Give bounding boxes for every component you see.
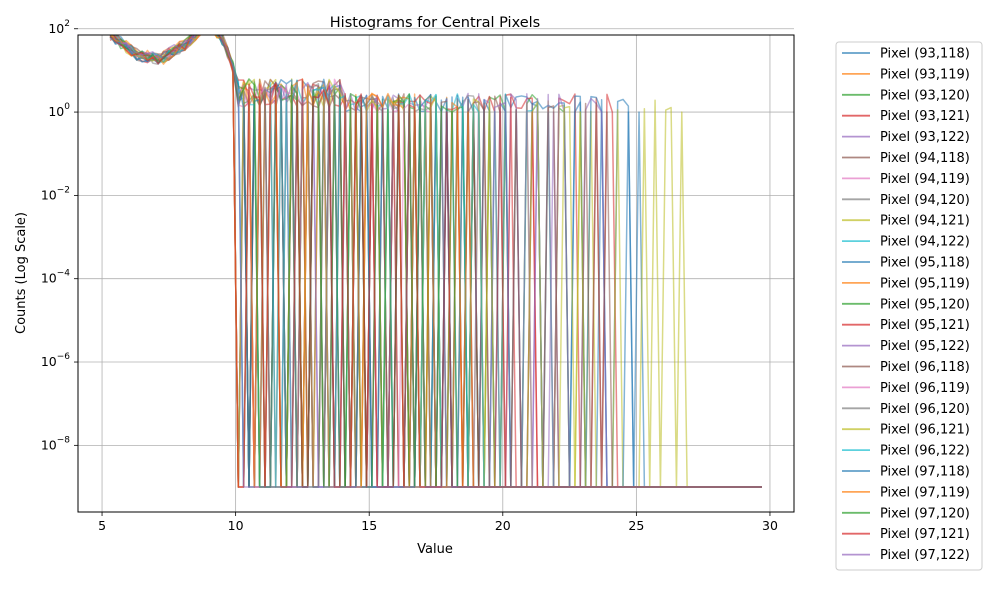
legend-label: Pixel (93,121) — [880, 109, 970, 124]
y-tick-label: 102 — [48, 19, 70, 36]
plot-frame — [77, 34, 795, 513]
legend-label: Pixel (95,118) — [880, 256, 970, 271]
legend-label: Pixel (94,121) — [880, 214, 970, 229]
series-layer — [109, 35, 762, 488]
legend-label: Pixel (96,118) — [880, 360, 970, 375]
legend-label: Pixel (93,122) — [880, 130, 970, 145]
y-tick-label: 10−4 — [41, 269, 70, 286]
y-tick-exponent: 0 — [64, 102, 70, 112]
legend-label: Pixel (95,120) — [880, 297, 970, 312]
legend-label: Pixel (93,118) — [880, 47, 970, 62]
legend-label: Pixel (97,122) — [880, 548, 970, 563]
y-tick-label: 10−2 — [41, 185, 70, 202]
legend-label: Pixel (94,119) — [880, 172, 970, 187]
y-tick-exponent: −8 — [57, 435, 71, 445]
x-tick-label: 5 — [98, 518, 106, 533]
legend-label: Pixel (96,121) — [880, 423, 970, 438]
x-tick-label: 15 — [361, 518, 377, 533]
grid-lines — [78, 28, 794, 512]
legend-label: Pixel (97,121) — [880, 527, 970, 542]
legend-label: Pixel (94,118) — [880, 151, 970, 166]
y-axis: 102 100 10−2 10−4 10−6 10−8 — [41, 19, 78, 452]
x-tick-label: 20 — [495, 518, 511, 533]
y-tick-label: 10−8 — [41, 435, 70, 452]
legend: Pixel (93,118) Pixel (93,119) Pixel (93,12… — [835, 41, 983, 571]
legend-label: Pixel (94,122) — [880, 235, 970, 250]
legend-label: Pixel (97,120) — [880, 506, 970, 521]
legend-label: Pixel (95,121) — [880, 318, 970, 333]
legend-frame — [835, 41, 983, 571]
y-tick-exponent: 2 — [64, 19, 70, 29]
series-line — [115, 35, 762, 488]
x-axis: 5 10 15 20 25 30 — [98, 512, 778, 533]
legend-label: Pixel (95,119) — [880, 276, 970, 291]
y-tick-exponent: −2 — [57, 185, 70, 195]
y-axis-label: Counts (Log Scale) — [14, 212, 29, 334]
x-tick-label: 10 — [228, 518, 244, 533]
y-tick-exponent: −4 — [57, 269, 71, 279]
legend-label: Pixel (97,119) — [880, 485, 970, 500]
legend-label: Pixel (97,118) — [880, 465, 970, 480]
legend-label: Pixel (94,120) — [880, 193, 970, 208]
y-tick-label: 10−6 — [41, 352, 70, 369]
legend-label: Pixel (96,120) — [880, 402, 970, 417]
legend-label: Pixel (95,122) — [880, 339, 970, 354]
x-axis-label: Value — [417, 542, 453, 557]
chart-title: Histograms for Central Pixels — [330, 15, 540, 31]
legend-label: Pixel (93,119) — [880, 67, 970, 82]
x-tick-label: 30 — [762, 518, 778, 533]
legend-label: Pixel (96,119) — [880, 381, 970, 396]
legend-label: Pixel (96,122) — [880, 444, 970, 459]
y-tick-label: 100 — [48, 102, 70, 119]
x-tick-label: 25 — [628, 518, 644, 533]
y-tick-exponent: −6 — [57, 352, 71, 362]
legend-label: Pixel (93,120) — [880, 88, 970, 103]
